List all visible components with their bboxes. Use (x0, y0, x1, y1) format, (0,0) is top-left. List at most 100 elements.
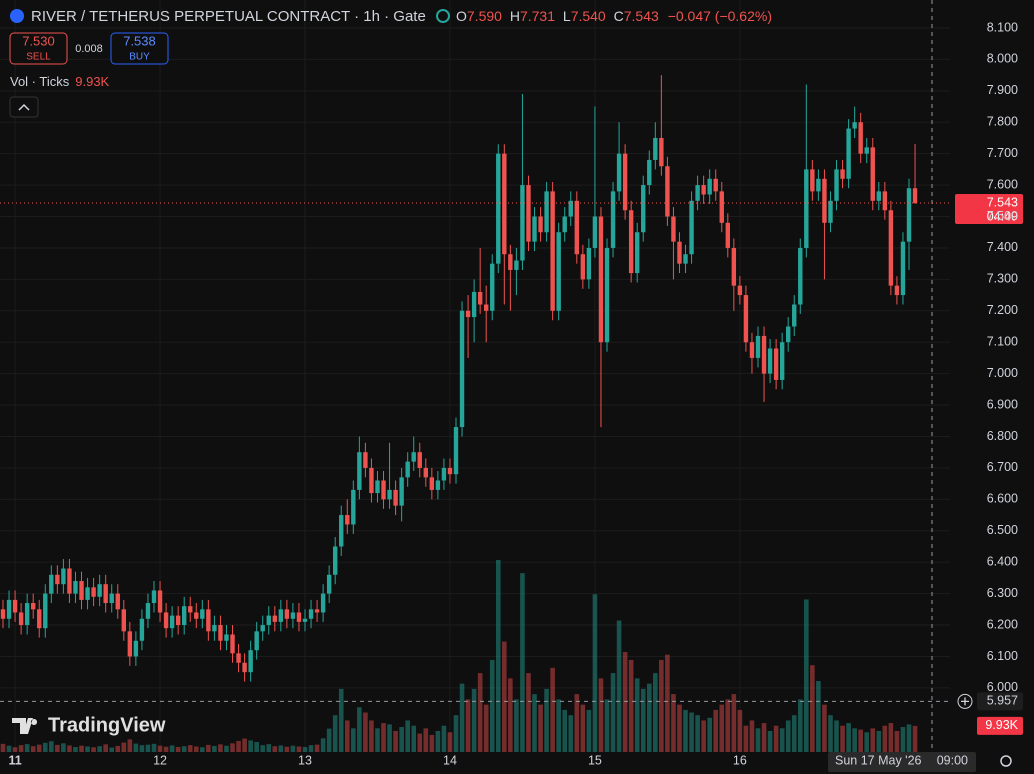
volume-bar (894, 730, 900, 752)
candle-body (79, 581, 84, 600)
y-tick-label: 6.100 (987, 649, 1018, 663)
volume-bar (840, 725, 845, 752)
volume-bar (30, 746, 36, 752)
candle-body (580, 254, 586, 280)
sell-button[interactable] (9, 32, 68, 65)
candle-body (761, 335, 767, 374)
candle-body (894, 285, 900, 296)
candle-body (157, 590, 163, 613)
candle-body (453, 427, 459, 475)
candle-body (725, 222, 730, 248)
volume-bar (338, 688, 344, 752)
volume-bar (266, 744, 272, 752)
volume-bar (296, 746, 302, 752)
candle-body (610, 191, 616, 248)
volume-bar (477, 673, 483, 752)
settings-button[interactable] (1000, 755, 1012, 767)
volume-bar (175, 747, 181, 752)
l-label: L (563, 8, 571, 24)
y-tick-label: 6.600 (987, 492, 1018, 506)
crosshair-date: Sun 17 May '26 (835, 753, 922, 767)
candle-body (719, 191, 724, 223)
price-pane (0, 75, 918, 682)
volume-bar (242, 738, 247, 752)
volume-value: 9.93K (75, 74, 109, 89)
x-tick-label: 13 (298, 753, 312, 767)
volume-bar (290, 745, 296, 752)
candle-body (145, 603, 151, 619)
volume-bar (610, 673, 616, 752)
volume-bar (888, 723, 894, 752)
candle-body (43, 593, 48, 629)
volume-bar (97, 746, 102, 752)
candle-body (423, 467, 428, 478)
candle-body (363, 452, 368, 468)
volume-bar (308, 745, 314, 752)
candle-body (55, 574, 60, 585)
symbol-icon (10, 9, 24, 23)
volume-bar (683, 709, 688, 752)
candle-body (266, 615, 271, 626)
volume-bar (465, 699, 471, 752)
volume-tag-label: 9.93K (985, 718, 1018, 732)
volume-bar (550, 667, 555, 752)
volume-bar (725, 699, 731, 752)
volume-bar (586, 709, 592, 752)
candle-body (139, 618, 145, 641)
candle-body (683, 254, 688, 264)
candle-body (0, 609, 6, 619)
candle-body (73, 581, 78, 594)
volume-bar (73, 747, 78, 752)
volume-bar (103, 744, 108, 752)
candle-body (604, 247, 610, 343)
candle-body (435, 480, 441, 490)
volume-bar (912, 725, 918, 752)
candle-body (858, 122, 863, 154)
volume-bar (520, 573, 525, 752)
symbol-title[interactable]: RIVER / TETHERUS PERPETUAL CONTRACT · 1h… (31, 8, 426, 25)
volume-bar (163, 746, 169, 752)
candle-body (6, 599, 12, 619)
volume-bar (532, 694, 537, 752)
candle-body (163, 612, 169, 629)
volume-bar (816, 680, 821, 752)
candle-body (816, 178, 821, 192)
candle-body (695, 185, 700, 201)
collapse-button[interactable] (9, 96, 39, 118)
buy-price: 7.538 (123, 33, 156, 48)
volume-bar (538, 704, 543, 752)
candle-body (798, 247, 803, 305)
volume-bar (85, 746, 90, 752)
candle-body (218, 625, 223, 641)
volume-bar (435, 730, 441, 752)
o-label: O (456, 8, 467, 24)
candle-body (804, 169, 809, 248)
candle-body (272, 615, 277, 622)
buy-button[interactable] (110, 32, 169, 65)
candle-body (671, 216, 676, 242)
volume-bar (423, 728, 429, 752)
x-tick-label: 14 (443, 753, 457, 767)
o-value: 7.590 (467, 8, 502, 24)
volume-bar (719, 704, 725, 752)
candle-body (574, 200, 579, 255)
y-tick-label: 6.700 (987, 460, 1018, 474)
c-value: 7.543 (624, 8, 659, 24)
x-tick-label: 12 (153, 753, 167, 767)
candle-body (779, 342, 785, 380)
candle-body (846, 128, 851, 179)
volume-bar (314, 744, 320, 752)
volume-bar (24, 744, 30, 752)
candle-body (514, 260, 519, 270)
candle-body (496, 153, 501, 264)
candle-body (182, 606, 187, 626)
volume-bar (502, 641, 507, 752)
candle-body (290, 612, 296, 619)
volume-bar (248, 740, 253, 752)
y-tick-label: 7.800 (987, 115, 1018, 129)
volume-bar (834, 720, 839, 752)
candle-body (834, 169, 839, 201)
candle-body (351, 489, 356, 525)
